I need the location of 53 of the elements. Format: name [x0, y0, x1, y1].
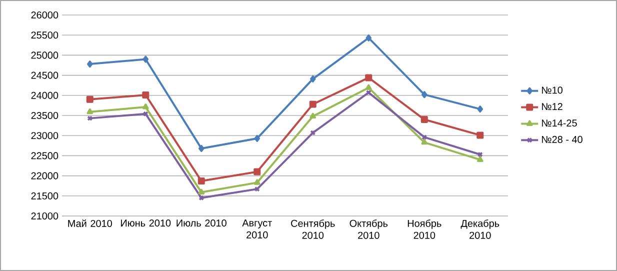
point: [365, 84, 372, 90]
point: [198, 188, 205, 195]
point: [365, 74, 372, 82]
point: [87, 60, 93, 68]
point: [310, 130, 316, 136]
point: [198, 195, 204, 201]
point: [86, 96, 94, 103]
y-tick-label: 22500: [31, 152, 58, 160]
point: [476, 156, 484, 162]
y-tick-label: 24000: [31, 92, 58, 99]
legend-label: №14-25: [542, 119, 577, 127]
x-tick-label: Июль 2010: [176, 220, 226, 227]
point: [422, 134, 428, 140]
point: [477, 106, 484, 113]
point: [142, 91, 150, 98]
legend-label: №10: [542, 86, 563, 94]
x-tick-label: Июнь 2010: [121, 220, 171, 227]
point: [310, 112, 316, 119]
legend-label: №12: [542, 103, 562, 110]
x-tick-label: Май 2010: [68, 220, 112, 228]
y-tick-label: 21000: [31, 212, 58, 220]
x-tick-label: Август 2010: [242, 220, 272, 238]
y-tick-label: 25500: [31, 32, 58, 39]
x-tick-label: Ноябрь 2010: [408, 220, 442, 239]
point: [366, 90, 372, 96]
point: [142, 56, 149, 63]
point: [254, 134, 260, 142]
point: [310, 75, 316, 82]
y-tick-label: 24500: [31, 72, 58, 79]
point: [86, 108, 94, 114]
point: [254, 186, 260, 192]
point: [366, 34, 372, 42]
point: [198, 144, 204, 152]
point: [422, 91, 428, 98]
point: [309, 100, 316, 108]
y-tick-label: 23500: [31, 112, 58, 120]
y-tick-label: 21500: [31, 192, 58, 200]
legend-label: №28 - 40: [542, 136, 582, 143]
point: [421, 138, 428, 145]
point: [254, 168, 261, 176]
y-tick-label: 25000: [31, 52, 58, 59]
x-tick-label: Сентябрь 2010: [291, 220, 335, 239]
point: [198, 178, 205, 185]
point: [254, 179, 260, 185]
x-tick-label: Декабрь 2010: [460, 220, 500, 239]
y-tick-label: 23000: [31, 132, 58, 140]
x-tick-label: Октябрь 2010: [350, 220, 388, 239]
y-tick-label: 26000: [31, 11, 58, 19]
point: [142, 111, 148, 117]
y-tick-label: 22000: [31, 172, 58, 180]
point: [142, 104, 149, 110]
point: [420, 116, 428, 124]
point: [476, 132, 484, 139]
